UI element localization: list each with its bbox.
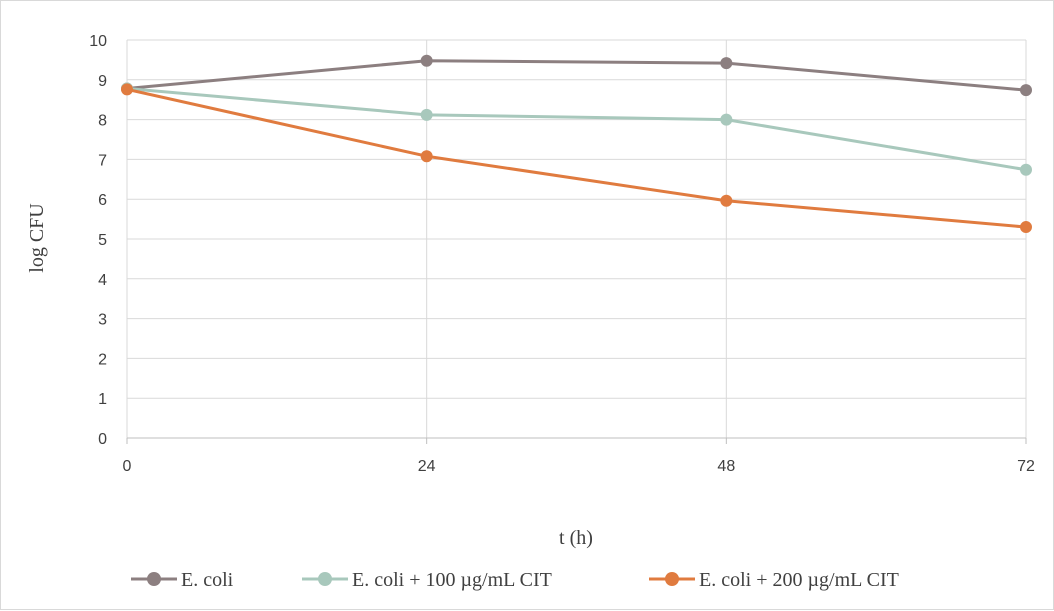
y-tick-label: 1: [98, 391, 107, 408]
y-tick-label: 5: [98, 232, 107, 249]
y-tick-label: 7: [98, 152, 107, 169]
y-tick-label: 0: [98, 431, 107, 448]
y-tick-label: 2: [98, 351, 107, 368]
data-point: [720, 113, 733, 126]
series-line: [125, 59, 1028, 92]
data-point: [1020, 221, 1032, 234]
y-tick-label: 4: [98, 272, 107, 289]
y-tick-label: 9: [98, 73, 107, 90]
legend-label: E. coli + 200 µg/mL CIT: [699, 569, 899, 591]
y-axis-title: log CFU: [26, 203, 48, 273]
data-point: [720, 194, 733, 207]
x-tick-label: 48: [717, 458, 735, 475]
y-tick-labels: 0 1 2 3 4 5 6 7 8 9 10: [89, 33, 107, 448]
data-point: [121, 83, 133, 96]
x-axis-title: t (h): [559, 527, 593, 549]
series-line: [125, 87, 1028, 172]
y-tick-label: 8: [98, 113, 107, 130]
legend-label: E. coli: [181, 569, 234, 591]
legend-marker: [665, 572, 679, 586]
series-line: [125, 87, 1028, 229]
legend: E. coli E. coli + 100 µg/mL CIT E. coli + …: [131, 569, 899, 591]
data-point: [720, 57, 733, 70]
data-point: [420, 54, 433, 67]
x-tick-label: 0: [123, 458, 132, 475]
data-point: [420, 108, 433, 121]
data-point: [1020, 163, 1032, 176]
y-tick-label: 6: [98, 192, 107, 209]
legend-marker: [318, 572, 332, 586]
x-tick-label: 24: [418, 458, 436, 475]
y-tick-label: 10: [89, 33, 107, 50]
series-layer: [121, 54, 1032, 234]
legend-label: E. coli + 100 µg/mL CIT: [352, 569, 552, 591]
y-tick-label: 3: [98, 312, 107, 329]
x-tick-labels: 0 24 48 72: [123, 458, 1035, 475]
data-point: [420, 150, 433, 163]
data-point: [1020, 84, 1032, 97]
gridlines: [126, 39, 1027, 444]
x-tick-label: 72: [1017, 458, 1035, 475]
legend-marker: [147, 572, 161, 586]
